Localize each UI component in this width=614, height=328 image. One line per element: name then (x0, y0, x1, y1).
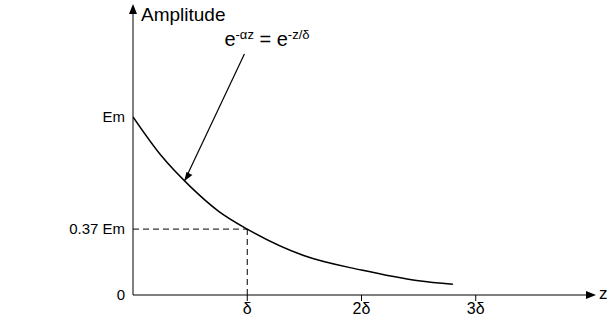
svg-text:0: 0 (117, 286, 125, 303)
svg-text:3δ: 3δ (467, 300, 485, 317)
svg-text:Em: Em (103, 108, 126, 125)
svg-text:2δ: 2δ (353, 300, 371, 317)
html-text:Amplitude: Amplitude (141, 4, 226, 25)
svg-text:0.37 Em: 0.37 Em (69, 220, 125, 237)
svg-text:δ: δ (243, 300, 252, 317)
svg-text:e-αz = e-z/δ: e-αz = e-z/δ (224, 27, 309, 51)
html-text:z: z (599, 284, 608, 303)
